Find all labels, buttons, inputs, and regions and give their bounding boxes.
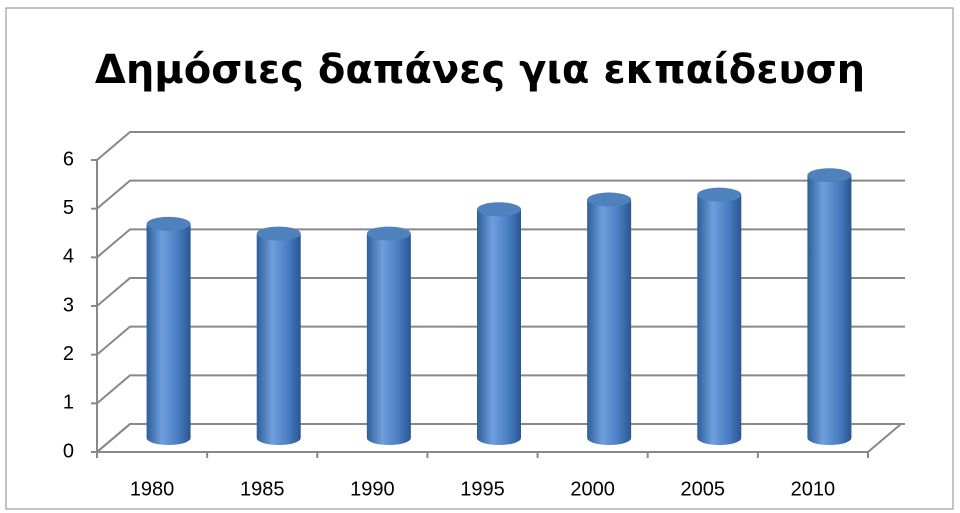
y-tick-label: 5 (63, 197, 74, 219)
x-tick-label: 1990 (350, 478, 395, 500)
y-tick-label: 2 (63, 343, 74, 365)
bar-body (256, 233, 301, 445)
bar (477, 202, 521, 445)
y-tick-label: 6 (63, 148, 74, 170)
x-tick-label: 1980 (130, 478, 175, 500)
bar-body (477, 209, 521, 445)
bar-body (146, 223, 191, 445)
bar-body (697, 194, 742, 445)
bar-body (807, 175, 852, 445)
grid-line (96, 131, 905, 161)
grid-line (96, 423, 905, 453)
x-tick-label: 2010 (791, 478, 836, 500)
y-tick-label: 1 (63, 392, 74, 414)
bar (807, 168, 852, 445)
bar-cap (697, 187, 742, 202)
bar-cap (366, 226, 411, 241)
x-tick-label: 1995 (460, 478, 505, 500)
bar-cap (146, 216, 191, 231)
x-tick-label: 2005 (681, 478, 726, 500)
grid-line (96, 228, 905, 259)
bar-body (366, 233, 411, 445)
x-tick-label: 1985 (240, 478, 285, 500)
bar (587, 192, 632, 445)
bar-cap (256, 226, 301, 241)
y-tick-label: 0 (63, 440, 74, 462)
bar-cap (807, 168, 852, 183)
grid-line (96, 277, 905, 307)
bar (146, 216, 191, 445)
bar (697, 187, 742, 445)
bar (366, 226, 411, 445)
bar-body (587, 199, 632, 445)
chart-title: Δημόσιες δαπάνες για εκπαίδευση (95, 47, 865, 93)
y-tick-label: 3 (63, 294, 74, 316)
x-tick-label: 2000 (570, 478, 615, 500)
bar-cap (587, 192, 632, 207)
bar-cap (477, 202, 521, 217)
grid-line (96, 325, 905, 356)
bar (256, 226, 301, 445)
grid-line (96, 374, 905, 405)
grid-line (96, 179, 905, 210)
y-tick-label: 4 (63, 246, 74, 268)
